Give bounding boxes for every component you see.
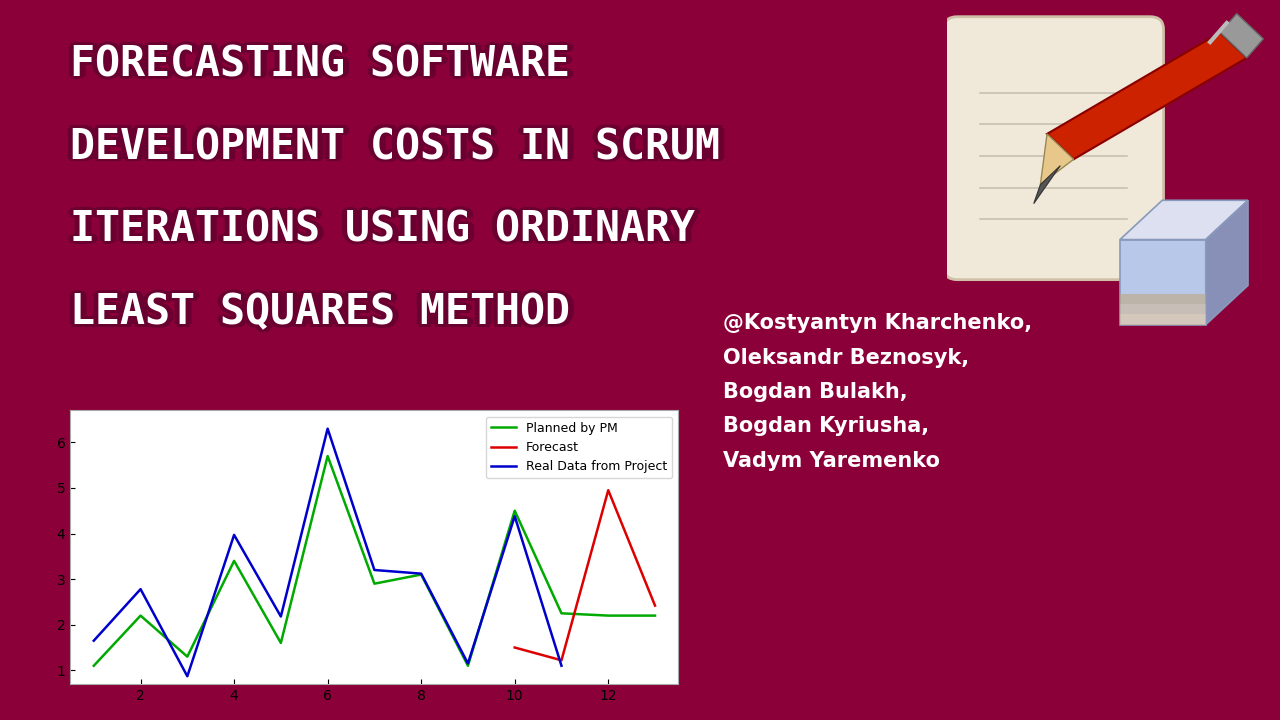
Text: LEAST SQUARES METHOD: LEAST SQUARES METHOD bbox=[74, 289, 575, 331]
Planned by PM bbox=[227, 557, 242, 565]
Text: LEAST SQUARES METHOD: LEAST SQUARES METHOD bbox=[67, 289, 567, 331]
Real Data from Project bbox=[320, 424, 335, 433]
Forecast bbox=[507, 643, 522, 652]
Real Data from Project bbox=[133, 585, 148, 593]
Polygon shape bbox=[1120, 240, 1206, 325]
Polygon shape bbox=[1220, 14, 1263, 58]
Text: FORECASTING SOFTWARE: FORECASTING SOFTWARE bbox=[67, 45, 567, 87]
Text: FORECASTING SOFTWARE: FORECASTING SOFTWARE bbox=[65, 43, 566, 85]
Real Data from Project bbox=[367, 566, 383, 575]
Polygon shape bbox=[1120, 294, 1206, 305]
Real Data from Project bbox=[179, 672, 195, 680]
Text: LEAST SQUARES METHOD: LEAST SQUARES METHOD bbox=[70, 289, 571, 330]
Text: LEAST SQUARES METHOD: LEAST SQUARES METHOD bbox=[67, 294, 567, 336]
Line: Forecast: Forecast bbox=[515, 490, 655, 660]
Text: LEAST SQUARES METHOD: LEAST SQUARES METHOD bbox=[70, 294, 571, 336]
Text: FORECASTING SOFTWARE: FORECASTING SOFTWARE bbox=[70, 43, 571, 85]
Text: ITERATIONS USING ORDINARY: ITERATIONS USING ORDINARY bbox=[74, 211, 699, 253]
Polygon shape bbox=[1034, 166, 1060, 204]
Text: ITERATIONS USING ORDINARY: ITERATIONS USING ORDINARY bbox=[70, 206, 695, 248]
Real Data from Project bbox=[273, 612, 288, 621]
Planned by PM bbox=[273, 639, 288, 647]
Planned by PM bbox=[648, 611, 663, 620]
Real Data from Project bbox=[86, 636, 101, 645]
Forecast bbox=[554, 656, 570, 665]
Text: LEAST SQUARES METHOD: LEAST SQUARES METHOD bbox=[74, 294, 575, 336]
Planned by PM bbox=[86, 662, 101, 670]
Text: DEVELOPMENT COSTS IN SCRUM: DEVELOPMENT COSTS IN SCRUM bbox=[74, 128, 724, 170]
Text: ITERATIONS USING ORDINARY: ITERATIONS USING ORDINARY bbox=[70, 209, 695, 251]
Text: FORECASTING SOFTWARE: FORECASTING SOFTWARE bbox=[74, 45, 575, 87]
Text: DEVELOPMENT COSTS IN SCRUM: DEVELOPMENT COSTS IN SCRUM bbox=[65, 126, 716, 168]
Planned by PM bbox=[320, 451, 335, 460]
Text: DEVELOPMENT COSTS IN SCRUM: DEVELOPMENT COSTS IN SCRUM bbox=[76, 126, 726, 168]
Text: LEAST SQUARES METHOD: LEAST SQUARES METHOD bbox=[76, 292, 576, 333]
Planned by PM bbox=[367, 580, 383, 588]
Polygon shape bbox=[1206, 200, 1248, 325]
Forecast bbox=[600, 486, 616, 495]
Planned by PM bbox=[554, 609, 570, 618]
Line: Real Data from Project: Real Data from Project bbox=[93, 428, 562, 676]
Text: DEVELOPMENT COSTS IN SCRUM: DEVELOPMENT COSTS IN SCRUM bbox=[67, 124, 717, 166]
Text: ITERATIONS USING ORDINARY: ITERATIONS USING ORDINARY bbox=[70, 212, 695, 253]
Text: FORECASTING SOFTWARE: FORECASTING SOFTWARE bbox=[76, 43, 576, 85]
Text: DEVELOPMENT COSTS IN SCRUM: DEVELOPMENT COSTS IN SCRUM bbox=[70, 123, 721, 165]
Planned by PM bbox=[600, 611, 616, 620]
Text: LEAST SQUARES METHOD: LEAST SQUARES METHOD bbox=[70, 292, 571, 333]
Real Data from Project bbox=[413, 570, 429, 578]
Text: DEVELOPMENT COSTS IN SCRUM: DEVELOPMENT COSTS IN SCRUM bbox=[67, 128, 717, 170]
Text: ITERATIONS USING ORDINARY: ITERATIONS USING ORDINARY bbox=[76, 209, 700, 251]
Line: Planned by PM: Planned by PM bbox=[93, 456, 655, 666]
Legend: Planned by PM, Forecast, Real Data from Project: Planned by PM, Forecast, Real Data from … bbox=[486, 417, 672, 478]
Text: ITERATIONS USING ORDINARY: ITERATIONS USING ORDINARY bbox=[67, 211, 691, 253]
Text: ITERATIONS USING ORDINARY: ITERATIONS USING ORDINARY bbox=[74, 207, 699, 248]
Polygon shape bbox=[1120, 305, 1206, 315]
Polygon shape bbox=[1120, 200, 1248, 240]
Planned by PM bbox=[413, 570, 429, 579]
Text: FORECASTING SOFTWARE: FORECASTING SOFTWARE bbox=[74, 41, 575, 83]
Text: ITERATIONS USING ORDINARY: ITERATIONS USING ORDINARY bbox=[67, 207, 691, 248]
Real Data from Project bbox=[507, 512, 522, 521]
Forecast bbox=[648, 601, 663, 610]
Text: DEVELOPMENT COSTS IN SCRUM: DEVELOPMENT COSTS IN SCRUM bbox=[70, 126, 721, 168]
Polygon shape bbox=[1120, 315, 1206, 325]
Real Data from Project bbox=[461, 660, 476, 668]
Polygon shape bbox=[1047, 32, 1247, 159]
Real Data from Project bbox=[554, 662, 570, 670]
Planned by PM bbox=[133, 611, 148, 620]
Text: ITERATIONS USING ORDINARY: ITERATIONS USING ORDINARY bbox=[65, 209, 690, 251]
Text: FORECASTING SOFTWARE: FORECASTING SOFTWARE bbox=[67, 41, 567, 83]
Planned by PM bbox=[461, 662, 476, 670]
Text: @Kostyantyn Kharchenko,
Oleksandr Beznosyk,
Bogdan Bulakh,
Bogdan Kyriusha,
Vady: @Kostyantyn Kharchenko, Oleksandr Beznos… bbox=[723, 313, 1033, 471]
Text: FORECASTING SOFTWARE: FORECASTING SOFTWARE bbox=[70, 40, 571, 82]
Polygon shape bbox=[1041, 134, 1074, 184]
Text: FORECASTING SOFTWARE: FORECASTING SOFTWARE bbox=[70, 46, 571, 88]
Text: LEAST SQUARES METHOD: LEAST SQUARES METHOD bbox=[65, 292, 566, 333]
FancyBboxPatch shape bbox=[943, 17, 1164, 279]
Planned by PM bbox=[507, 506, 522, 515]
Real Data from Project bbox=[227, 531, 242, 539]
Text: DEVELOPMENT COSTS IN SCRUM: DEVELOPMENT COSTS IN SCRUM bbox=[74, 124, 724, 166]
Text: DEVELOPMENT COSTS IN SCRUM: DEVELOPMENT COSTS IN SCRUM bbox=[70, 129, 721, 171]
Planned by PM bbox=[179, 652, 195, 661]
